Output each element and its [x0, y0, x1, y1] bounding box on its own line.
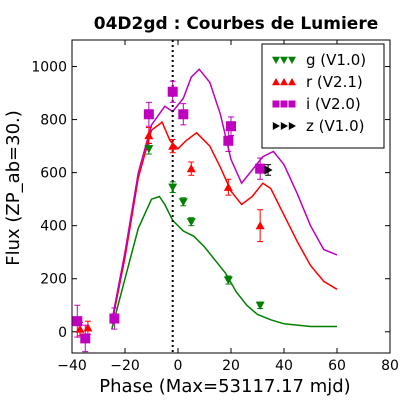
x-tick-label: 40	[275, 358, 293, 374]
data-point	[223, 276, 233, 285]
legend-marker	[272, 56, 280, 64]
legend-marker	[280, 78, 288, 86]
data-point	[168, 183, 178, 192]
data-layer	[72, 40, 338, 353]
data-point	[255, 301, 265, 310]
data-point	[226, 121, 236, 132]
data-point	[144, 130, 154, 140]
legend-label: r (V2.1)	[306, 73, 363, 91]
y-tick-label: 800	[40, 113, 67, 129]
data-point	[178, 109, 189, 120]
legend-marker	[288, 56, 296, 64]
model-curve	[111, 68, 338, 322]
legend-marker	[272, 122, 280, 130]
data-point	[144, 145, 154, 154]
x-tick-label: 80	[381, 358, 399, 374]
data-point	[186, 218, 196, 227]
model-curve	[111, 121, 338, 324]
legend-label: z (V1.0)	[306, 117, 364, 135]
x-axis-label: Phase (Max=53117.17 mjd)	[99, 376, 350, 397]
legend-entry: g (V1.0)	[272, 51, 366, 69]
data-point	[143, 109, 154, 120]
data-point	[167, 86, 178, 97]
data-point	[264, 165, 273, 175]
legend-marker	[272, 100, 280, 108]
legend-label: i (V2.0)	[306, 95, 361, 113]
legend-box	[261, 43, 385, 149]
data-point	[168, 141, 178, 150]
data-point	[255, 163, 266, 174]
legend-entry: z (V1.0)	[272, 117, 364, 135]
x-tick-label: 20	[222, 358, 240, 374]
legend-marker	[280, 122, 288, 130]
data-point	[223, 182, 233, 191]
x-tick-label: 0	[174, 358, 183, 374]
legend-marker	[280, 56, 288, 64]
data-point	[223, 135, 234, 146]
data-point	[255, 221, 265, 230]
legend-marker	[288, 122, 296, 130]
y-axis-label: Flux (ZP_ab=30.)	[3, 110, 24, 266]
legend-marker	[288, 100, 296, 108]
legend-marker	[272, 78, 280, 86]
y-tick-label: 0	[58, 325, 67, 341]
y-tick-label: 600	[40, 166, 67, 182]
model-curve	[111, 195, 337, 330]
x-tick-label: −20	[110, 358, 140, 374]
y-tick-label: 200	[40, 272, 67, 288]
data-point	[186, 164, 196, 173]
y-tick-label: 1000	[31, 60, 67, 76]
legend-entry: r (V2.1)	[272, 73, 363, 91]
x-tick-label: 60	[328, 358, 346, 374]
data-point	[109, 313, 120, 324]
legend-label: g (V1.0)	[306, 51, 366, 69]
legend-entry: i (V2.0)	[272, 95, 361, 113]
chart-title: 04D2gd : Courbes de Lumiere	[94, 14, 378, 34]
x-tick-label: −40	[57, 358, 87, 374]
data-point	[80, 333, 91, 344]
legend-marker	[288, 78, 296, 86]
data-point	[72, 316, 83, 327]
data-point	[178, 198, 188, 207]
legend: g (V1.0) r (V2.1) i (V2.0) z (V1.0)	[261, 43, 385, 149]
y-tick-label: 400	[40, 219, 67, 235]
legend-marker	[280, 100, 288, 108]
